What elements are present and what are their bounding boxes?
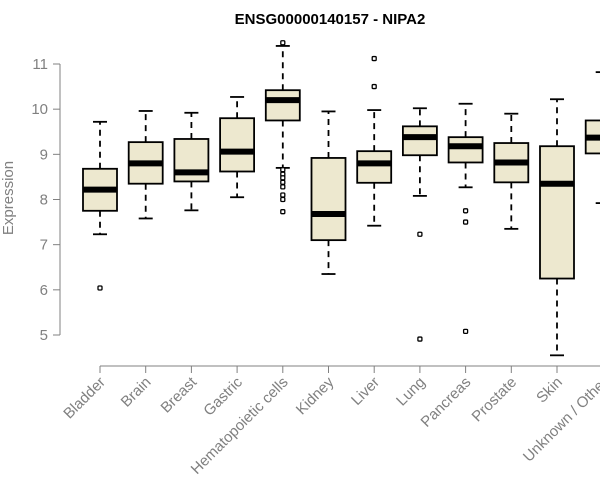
y-tick-label: 7 <box>40 237 48 254</box>
box-group <box>493 112 530 230</box>
outlier-point <box>462 208 469 214</box>
box-iqr <box>356 150 393 184</box>
box-group <box>447 102 484 335</box>
outlier-point <box>280 192 286 198</box>
box-group <box>356 55 393 227</box>
box-group <box>219 96 256 199</box>
y-tick-label: 11 <box>32 56 48 73</box>
box-iqr <box>264 89 301 122</box>
outlier-point <box>371 83 377 90</box>
outlier-point <box>417 336 423 342</box>
boxes-layer <box>82 40 600 357</box>
x-tick-label: Gastric <box>200 373 246 419</box>
y-tick-label: 8 <box>40 192 48 209</box>
outlier-point <box>97 285 103 291</box>
x-tick-label: Brain <box>118 374 155 411</box>
outlier-point <box>462 219 469 225</box>
outlier-point <box>462 328 469 335</box>
box-group <box>401 107 438 342</box>
box-group <box>310 110 347 275</box>
outlier-point <box>280 209 286 215</box>
y-tick-label: 6 <box>40 282 48 299</box>
box-group <box>82 120 118 291</box>
box-group <box>539 98 575 357</box>
y-axis: 5 6 7 8 9 10 11 <box>31 56 61 344</box>
x-tick-label: Breast <box>158 373 201 416</box>
box-iqr <box>539 145 575 280</box>
outlier-point <box>417 231 423 237</box>
outlier-point <box>280 184 286 190</box>
box-group <box>584 71 600 205</box>
box-iqr <box>219 117 256 173</box>
outlier-point <box>280 179 286 185</box>
box-iqr <box>401 125 438 157</box>
box-group <box>264 40 301 215</box>
x-tick-label: Prostate <box>469 374 521 426</box>
chart-title: ENSG00000140157 - NIPA2 <box>235 11 426 28</box>
box-group <box>173 111 210 212</box>
x-tick-label: Kidney <box>293 373 338 418</box>
y-tick-label: 10 <box>31 101 48 118</box>
box-group <box>127 110 164 220</box>
x-tick-label: Pancreas <box>418 374 475 431</box>
outlier-point <box>280 167 286 173</box>
y-tick-label: 5 <box>40 327 48 344</box>
outlier-point <box>371 55 377 62</box>
outlier-point <box>280 40 286 46</box>
x-tick-label: Skin <box>533 374 566 407</box>
box-iqr <box>447 136 484 164</box>
y-tick-label: 9 <box>40 146 48 163</box>
y-axis-label: Expression <box>0 161 17 235</box>
outlier-point <box>280 196 286 203</box>
x-tick-label: Bladder <box>60 374 109 423</box>
box-iqr <box>310 157 347 242</box>
x-tick-label: Lung <box>393 374 429 410</box>
x-tick-label: Liver <box>348 374 383 409</box>
outlier-point <box>280 175 286 181</box>
